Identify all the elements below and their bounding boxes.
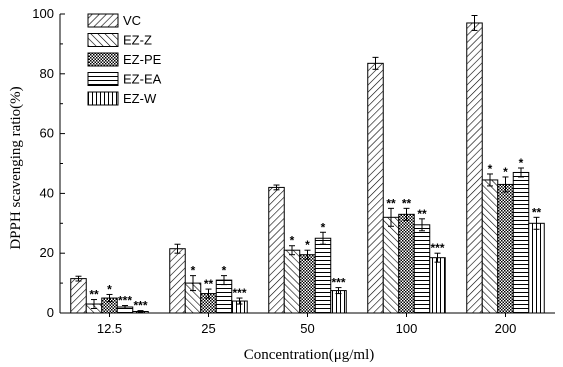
legend-label: EZ-PE: [123, 52, 162, 67]
bar-vc-50: [268, 186, 285, 314]
x-tick-label: 12.5: [97, 321, 122, 336]
bar-ez-pe-100: [398, 213, 415, 314]
bar-ez-z-200: [481, 179, 499, 314]
significance-label: **: [402, 196, 412, 210]
significance-label: *: [321, 220, 326, 234]
bar-vc-25: [169, 248, 186, 314]
significance-label: *: [290, 234, 295, 248]
bar-ez-pe-200: [497, 183, 514, 314]
significance-label: **: [386, 196, 396, 210]
bar-ez-w-100: [429, 257, 446, 314]
significance-label: *: [107, 282, 112, 296]
bar-ez-pe-50: [299, 254, 316, 314]
legend-label: EZ-W: [123, 91, 157, 106]
bar-ez-w-200: [528, 222, 545, 314]
significance-label: ***: [118, 294, 132, 308]
y-tick-label: 40: [40, 185, 54, 200]
legend-label: EZ-Z: [123, 33, 152, 48]
significance-label: ***: [133, 299, 147, 313]
bar-vc-12-5: [70, 278, 87, 314]
significance-label: *: [222, 264, 227, 278]
legend-swatch: [87, 33, 119, 47]
bar-ez-ea-50: [314, 237, 332, 314]
x-tick-label: 200: [495, 321, 517, 336]
significance-label: *: [503, 165, 508, 179]
significance-label: *: [305, 238, 310, 252]
significance-label: *: [191, 264, 196, 278]
significance-label: ***: [331, 276, 345, 290]
y-tick-label: 80: [40, 66, 54, 81]
x-tick-label: 50: [300, 321, 314, 336]
significance-label: ***: [430, 241, 444, 255]
y-axis-title: DPPH scavenging ratio(%): [8, 86, 24, 249]
bar-ez-ea-100: [413, 224, 431, 314]
legend-swatch: [87, 52, 119, 67]
y-tick-label: 60: [40, 126, 54, 141]
bar-vc-200: [466, 22, 483, 314]
x-tick-label: 25: [201, 321, 215, 336]
significance-label: ***: [232, 286, 246, 300]
significance-label: **: [89, 288, 99, 302]
legend-swatch: [87, 72, 119, 86]
legend-swatch: [87, 91, 119, 106]
legend-swatch: [87, 13, 119, 28]
bar-vc-100: [367, 62, 384, 314]
significance-label: **: [532, 205, 542, 219]
x-axis-title: Concentration(μg/ml): [244, 347, 375, 363]
y-tick-label: 100: [32, 6, 54, 21]
legend-label: VC: [123, 13, 141, 28]
bar-ez-z-50: [283, 249, 301, 314]
significance-label: **: [417, 207, 427, 221]
y-tick-label: 0: [47, 305, 54, 320]
significance-label: **: [204, 277, 214, 291]
legend-label: EZ-EA: [123, 72, 162, 87]
y-tick-label: 20: [40, 245, 54, 260]
bar-ez-ea-200: [512, 171, 530, 314]
significance-label: *: [519, 156, 524, 170]
significance-label: *: [488, 162, 493, 176]
bar-ez-z-100: [382, 216, 400, 314]
x-tick-label: 100: [396, 321, 418, 336]
